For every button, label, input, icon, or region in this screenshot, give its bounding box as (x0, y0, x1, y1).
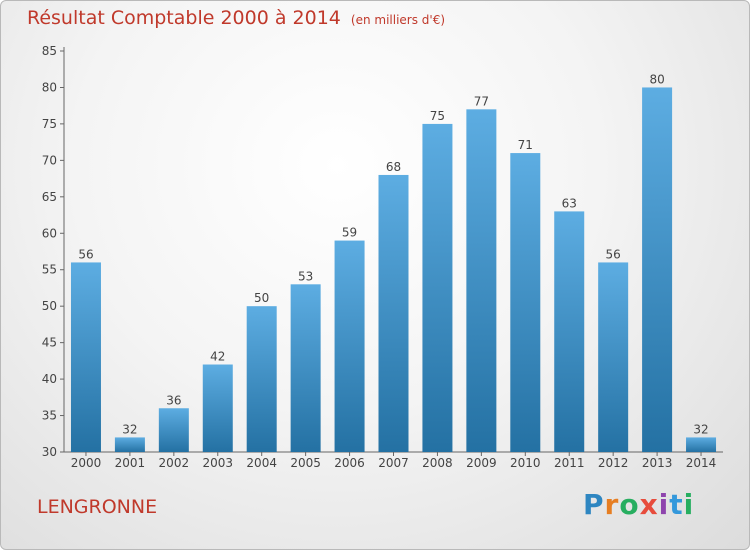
x-tick-label: 2005 (290, 456, 321, 470)
y-tick-label: 85 (42, 44, 57, 58)
data-label: 36 (166, 393, 181, 407)
data-label: 56 (78, 247, 93, 261)
bar (334, 240, 365, 452)
data-label: 80 (649, 72, 664, 86)
logo-letter: r (604, 488, 620, 521)
bar (598, 262, 629, 452)
y-tick-label: 35 (42, 409, 57, 423)
commune-name: LENGRONNE (37, 496, 158, 518)
x-tick-label: 2011 (554, 456, 585, 470)
x-tick-label: 2010 (510, 456, 541, 470)
bar (466, 109, 497, 452)
title-row: Résultat Comptable 2000 à 2014 (en millie… (27, 7, 445, 29)
x-tick-label: 2013 (642, 456, 673, 470)
y-tick-label: 60 (42, 226, 57, 240)
logo-letter: P (583, 488, 605, 521)
bar (158, 408, 189, 452)
bar (686, 437, 717, 452)
proxiti-logo: Proxiti (583, 488, 694, 521)
y-tick-label: 75 (42, 117, 57, 131)
y-tick-label: 80 (42, 80, 57, 94)
logo-letter: i (683, 488, 695, 521)
x-tick-label: 2001 (115, 456, 146, 470)
logo-letter: x (639, 488, 659, 521)
x-tick-label: 2008 (422, 456, 453, 470)
y-tick-label: 65 (42, 190, 57, 204)
x-tick-label: 2006 (334, 456, 365, 470)
bar (378, 174, 409, 453)
logo-letter: i (658, 488, 670, 521)
data-label: 71 (518, 138, 533, 152)
x-tick-label: 2004 (246, 456, 277, 470)
y-tick-label: 55 (42, 263, 57, 277)
data-label: 50 (254, 291, 269, 305)
bar (70, 262, 101, 452)
x-tick-label: 2002 (159, 456, 190, 470)
x-tick-label: 2003 (202, 456, 233, 470)
data-label: 56 (606, 247, 621, 261)
y-tick-label: 50 (42, 299, 57, 313)
bar (246, 306, 277, 452)
data-label: 32 (693, 422, 708, 436)
data-label: 59 (342, 226, 357, 240)
data-label: 63 (562, 196, 577, 210)
data-label: 77 (474, 94, 489, 108)
bar (510, 153, 541, 452)
bars: 56 32 36 42 50 53 59 68 75 77 71 63 56 80 32 (70, 72, 717, 453)
logo-letter: o (619, 488, 640, 521)
bar (290, 284, 321, 452)
data-label: 53 (298, 269, 313, 283)
bar (422, 123, 453, 452)
x-tick-label: 2009 (466, 456, 497, 470)
y-tick-label: 70 (42, 153, 57, 167)
logo-letter: t (669, 488, 684, 521)
data-label: 75 (430, 109, 445, 123)
data-label: 42 (210, 350, 225, 364)
bar (202, 364, 233, 452)
x-tick-label: 2000 (71, 456, 102, 470)
x-tick-label: 2012 (598, 456, 629, 470)
x-tick-label: 2007 (378, 456, 409, 470)
y-tick-label: 30 (42, 445, 57, 459)
y-tick-label: 40 (42, 372, 57, 386)
bar (642, 87, 673, 453)
bar (114, 437, 145, 452)
y-tick-label: 45 (42, 336, 57, 350)
bar (554, 211, 585, 452)
x-tick-label: 2014 (686, 456, 717, 470)
data-label: 68 (386, 160, 401, 174)
data-label: 32 (122, 422, 137, 436)
chart-title: Résultat Comptable 2000 à 2014 (27, 7, 341, 29)
chart-subtitle: (en milliers d'€) (350, 13, 446, 27)
